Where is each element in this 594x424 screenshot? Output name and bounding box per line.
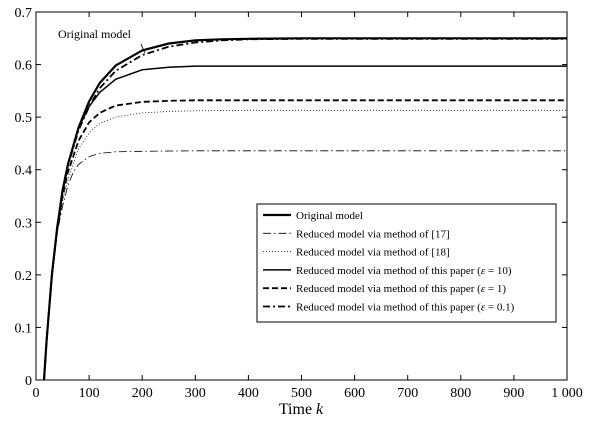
legend-label-5: Reduced model via method of this paper (… [296, 283, 506, 295]
y-tick-label: 0.7 [15, 6, 33, 21]
y-tick-label: 0.3 [15, 216, 33, 231]
legend: Original model Reduced model via method o… [256, 203, 557, 323]
x-tick-label: 100 [79, 386, 100, 401]
x-tick-label: 500 [291, 386, 312, 401]
legend-box [256, 203, 557, 323]
series-line-2 [43, 150, 567, 381]
legend-label-6: Reduced model via method of this paper (… [296, 302, 515, 314]
y-tick-label: 0.2 [15, 269, 33, 284]
x-tick-label: 1 000 [551, 386, 583, 401]
plot-frame [35, 11, 568, 381]
y-tick-label: 0.6 [15, 59, 33, 74]
legend-label-3: Reduced model via method of [18] [296, 247, 450, 259]
x-tick-label: 400 [238, 386, 259, 401]
legend-label-2: Reduced model via method of [17] [296, 228, 450, 240]
x-tick-label: 900 [503, 386, 524, 401]
x-tick-label: 0 [33, 386, 40, 401]
x-axis-ticks: 0 100 200 300 400 500 600 700 800 900 1 000 [33, 12, 583, 401]
y-tick-label: 0 [25, 374, 32, 389]
legend-label-1: Original model [296, 210, 363, 222]
annotation-text: Original model [58, 27, 132, 41]
series-line-6 [43, 37, 567, 381]
x-tick-label: 200 [132, 386, 153, 401]
series-line-3 [43, 109, 567, 381]
x-tick-label: 800 [450, 386, 471, 401]
x-tick-label: 600 [344, 386, 365, 401]
y-tick-label: 0.5 [15, 111, 33, 126]
y-tick-label: 0.1 [15, 321, 33, 336]
legend-label-4: Reduced model via method of this paper (… [296, 265, 512, 277]
x-axis-label: Time k [279, 401, 324, 418]
series-layer [42, 37, 567, 381]
x-tick-label: 700 [397, 386, 418, 401]
y-tick-label: 0.4 [15, 164, 33, 179]
annotation-leader-line [140, 43, 146, 54]
original-model-annotation: Original model [58, 27, 146, 54]
y-axis-ticks: 0 0.1 0.2 0.3 0.4 0.5 0.6 0.7 [15, 6, 567, 389]
x-tick-label: 300 [185, 386, 206, 401]
